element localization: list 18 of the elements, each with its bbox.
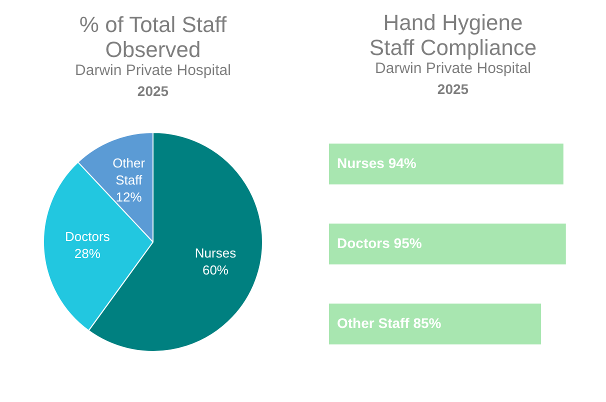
- chart-title: Hand Hygiene Staff Compliance: [368, 10, 538, 60]
- data-label: 12%: [116, 189, 142, 204]
- data-label: 60%: [202, 262, 229, 278]
- category-label: Other Staff: [337, 314, 410, 331]
- data-label: 95%: [394, 234, 422, 251]
- slice-label: Doctors: [65, 229, 110, 244]
- chart-subtitle: Darwin Private Hospital: [374, 60, 532, 77]
- text: 2025: [136, 83, 170, 99]
- data-label: 28%: [74, 246, 101, 262]
- data-label: 85%: [413, 314, 442, 331]
- text: 2025: [436, 81, 470, 97]
- chart-subtitle: Darwin Private Hospital: [74, 62, 232, 79]
- data-label: 94%: [388, 154, 417, 171]
- slice-label: Other Staff: [112, 155, 146, 188]
- category-label: Doctors: [337, 234, 390, 251]
- slice-label: Nurses: [194, 245, 237, 260]
- category-label: Nurses: [337, 154, 384, 171]
- chart-title: % of Total Staff Observed: [78, 12, 228, 62]
